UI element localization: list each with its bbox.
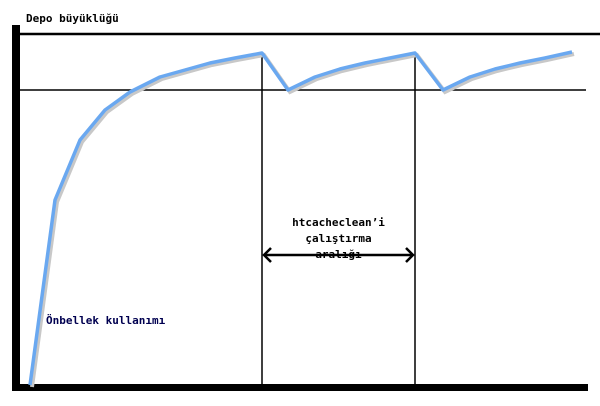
interval-label-line: çalıştırma bbox=[305, 232, 372, 245]
interval-label-line: aralığı bbox=[315, 248, 362, 261]
y-axis bbox=[12, 25, 20, 391]
interval-arrow bbox=[262, 247, 415, 263]
x-axis bbox=[12, 384, 588, 391]
interval-label: htcacheclean’i çalıştırma aralığı bbox=[262, 215, 415, 263]
interval-label-line: htcacheclean’i bbox=[292, 216, 385, 229]
cache-usage-curve-shadow bbox=[30, 52, 575, 388]
cache-usage-curve bbox=[28, 50, 573, 386]
y-axis-label: Depo büyüklüğü bbox=[26, 12, 119, 25]
curve-label: Önbellek kullanımı bbox=[46, 314, 166, 327]
